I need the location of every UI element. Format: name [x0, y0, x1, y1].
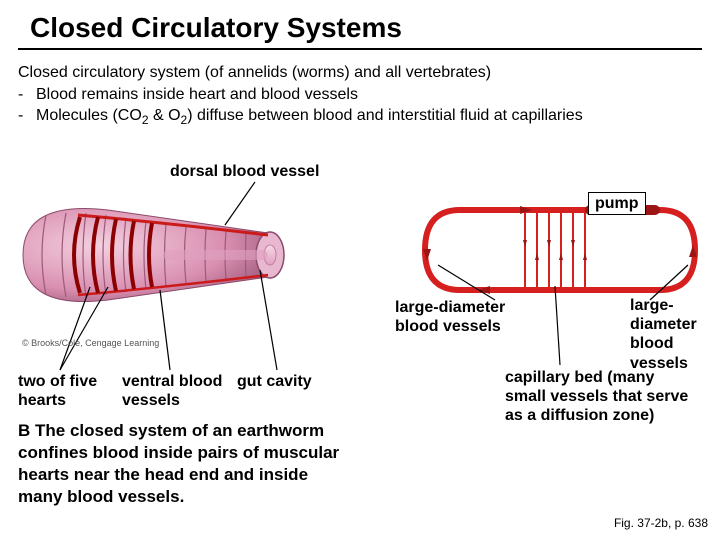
label-two-hearts: two of five hearts [18, 372, 97, 410]
label-dorsal: dorsal blood vessel [170, 162, 319, 181]
label-large-right: large- diameter blood vessels [630, 296, 697, 373]
schematic-pointer-lines [0, 0, 720, 430]
label-capillary: capillary bed (many small vessels that s… [505, 368, 688, 426]
label-ventral: ventral blood vessels [122, 372, 222, 410]
caption-b: B The closed system of an earthworm conf… [18, 420, 348, 508]
label-gut: gut cavity [237, 372, 312, 391]
copyright-text: © Brooks/Cole, Cengage Learning [22, 338, 159, 348]
figure-reference: Fig. 37-2b, p. 638 [614, 516, 708, 530]
label-large-left: large-diameter blood vessels [395, 298, 505, 336]
